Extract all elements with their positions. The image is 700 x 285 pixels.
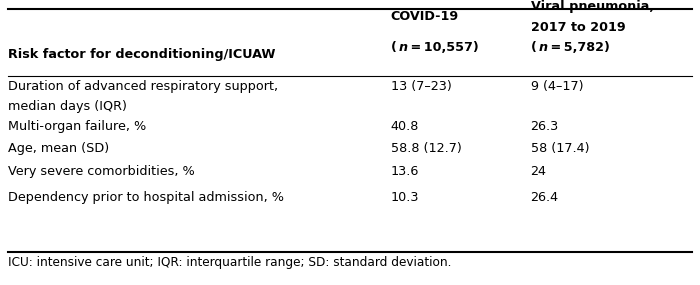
Text: 58.8 (12.7): 58.8 (12.7) bbox=[391, 142, 461, 155]
Text: COVID-19: COVID-19 bbox=[391, 10, 459, 23]
Text: Very severe comorbidities, %: Very severe comorbidities, % bbox=[8, 165, 195, 178]
Text: = 5,782): = 5,782) bbox=[548, 41, 610, 54]
Text: 24: 24 bbox=[531, 165, 547, 178]
Text: ICU: intensive care unit; IQR: interquartile range; SD: standard deviation.: ICU: intensive care unit; IQR: interquar… bbox=[8, 256, 452, 269]
Text: Dependency prior to hospital admission, %: Dependency prior to hospital admission, … bbox=[8, 191, 284, 204]
Text: Age, mean (SD): Age, mean (SD) bbox=[8, 142, 109, 155]
Text: 13.6: 13.6 bbox=[391, 165, 419, 178]
Text: median days (IQR): median days (IQR) bbox=[8, 99, 127, 113]
Text: = 10,557): = 10,557) bbox=[408, 41, 479, 54]
Text: 10.3: 10.3 bbox=[391, 191, 419, 204]
Text: n: n bbox=[539, 41, 548, 54]
Text: 26.4: 26.4 bbox=[531, 191, 559, 204]
Text: 58 (17.4): 58 (17.4) bbox=[531, 142, 589, 155]
Text: (: ( bbox=[531, 41, 536, 54]
Text: Multi-organ failure, %: Multi-organ failure, % bbox=[8, 119, 147, 133]
Text: 40.8: 40.8 bbox=[391, 119, 419, 133]
Text: 9 (4–17): 9 (4–17) bbox=[531, 80, 583, 93]
Text: Risk factor for deconditioning/ICUAW: Risk factor for deconditioning/ICUAW bbox=[8, 48, 276, 61]
Text: 26.3: 26.3 bbox=[531, 119, 559, 133]
Text: (: ( bbox=[391, 41, 396, 54]
Text: 2017 to 2019: 2017 to 2019 bbox=[531, 21, 625, 34]
Text: Duration of advanced respiratory support,: Duration of advanced respiratory support… bbox=[8, 80, 279, 93]
Text: n: n bbox=[399, 41, 408, 54]
Text: Viral pneumonia,: Viral pneumonia, bbox=[531, 0, 654, 13]
Text: 13 (7–23): 13 (7–23) bbox=[391, 80, 452, 93]
